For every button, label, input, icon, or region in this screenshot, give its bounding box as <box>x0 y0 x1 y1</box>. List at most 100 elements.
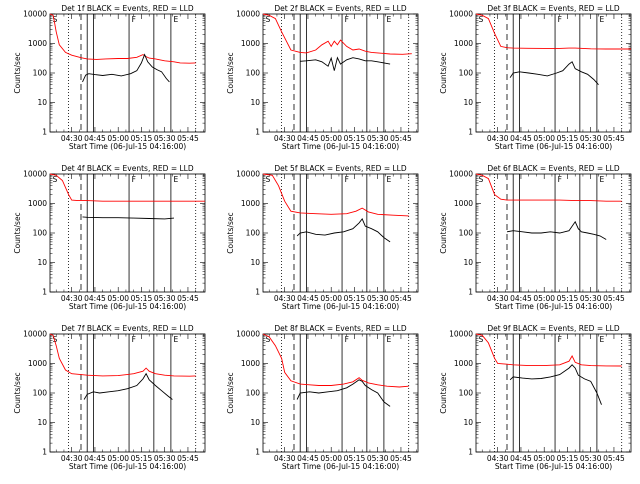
marker-letter: F <box>132 15 136 24</box>
x-tick-label: 05:30 <box>154 294 176 303</box>
lld-series-line <box>49 13 196 64</box>
marker-letter: S <box>53 15 58 24</box>
x-tick-label: 05:15 <box>557 454 579 463</box>
panel-title: Det 4f BLACK = Events, RED = LLD <box>61 164 194 173</box>
x-tick-label: 04:30 <box>274 454 296 463</box>
y-tick-label: 1 <box>468 128 473 137</box>
x-tick-label: 05:45 <box>177 294 199 303</box>
y-tick-label: 1 <box>255 288 260 297</box>
marker-letter: S <box>479 335 484 344</box>
marker-letter: F <box>558 15 562 24</box>
y-tick-label: 100 <box>33 389 48 398</box>
events-series-line <box>83 372 173 400</box>
marker-letter: F <box>132 335 136 344</box>
panel-2: Det 2f BLACK = Events, RED = LLD 1 10 100 10… <box>226 4 419 151</box>
y-axis-label: Counts/sec <box>226 52 235 93</box>
panel-1: Det 1f BLACK = Events, RED = LLD 1 10 100 10… <box>13 4 206 151</box>
x-tick-label: 04:45 <box>297 294 319 303</box>
x-tick-label: 05:00 <box>107 454 129 463</box>
plot-frame <box>49 173 206 293</box>
x-tick-label: 04:45 <box>510 454 532 463</box>
y-tick-label: 10000 <box>449 170 473 179</box>
events-series-line <box>300 56 391 71</box>
y-tick-label: 1000 <box>241 359 260 368</box>
plot-frame <box>475 333 632 453</box>
x-tick-label: 04:45 <box>510 134 532 143</box>
plot-frame <box>49 333 206 453</box>
events-series-line <box>82 216 175 220</box>
x-tick-label: 04:30 <box>274 134 296 143</box>
x-tick-label: 04:45 <box>84 294 106 303</box>
y-tick-label: 10 <box>250 98 260 107</box>
x-tick-label: 04:30 <box>487 294 509 303</box>
y-tick-label: 100 <box>246 389 261 398</box>
y-tick-label: 10000 <box>236 170 260 179</box>
plot-frame <box>262 173 419 293</box>
x-tick-label: 05:15 <box>131 294 153 303</box>
x-tick-label: 05:45 <box>177 134 199 143</box>
y-axis-label: Counts/sec <box>226 372 235 413</box>
x-axis-label: Start Time (06-Jul-15 04:16:00) <box>282 142 399 151</box>
x-tick-label: 05:00 <box>107 134 129 143</box>
y-tick-label: 10000 <box>23 10 47 19</box>
x-tick-label: 05:45 <box>603 294 625 303</box>
x-tick-label: 05:30 <box>367 294 389 303</box>
x-axis-label: Start Time (06-Jul-15 04:16:00) <box>495 142 612 151</box>
panel-title: Det 9f BLACK = Events, RED = LLD <box>487 324 620 333</box>
events-series-line <box>509 364 602 405</box>
y-tick-label: 1000 <box>28 359 47 368</box>
y-axis-label: Counts/sec <box>439 52 448 93</box>
y-tick-label: 1 <box>42 128 47 137</box>
y-tick-label: 1000 <box>241 199 260 208</box>
y-axis-label: Counts/sec <box>13 372 22 413</box>
x-tick-label: 04:30 <box>274 294 296 303</box>
x-axis-label: Start Time (06-Jul-15 04:16:00) <box>282 302 399 311</box>
panel-4: Det 4f BLACK = Events, RED = LLD 1 10 100 10… <box>13 164 206 311</box>
events-series-line <box>506 220 607 240</box>
marker-letter: S <box>479 15 484 24</box>
y-tick-label: 100 <box>33 229 48 238</box>
y-tick-label: 1 <box>468 448 473 457</box>
marker-letter: E <box>599 15 604 24</box>
plot-frame <box>475 13 632 133</box>
y-tick-label: 100 <box>459 229 474 238</box>
y-tick-label: 1 <box>255 128 260 137</box>
x-tick-label: 05:15 <box>557 294 579 303</box>
marker-letter: F <box>558 335 562 344</box>
x-axis-label: Start Time (06-Jul-15 04:16:00) <box>69 302 186 311</box>
marker-letter: S <box>53 335 58 344</box>
y-tick-label: 10 <box>250 258 260 267</box>
x-tick-label: 05:45 <box>390 134 412 143</box>
y-tick-label: 10 <box>37 98 47 107</box>
y-tick-label: 1 <box>468 288 473 297</box>
plot-frame <box>49 13 206 133</box>
y-tick-label: 1 <box>255 448 260 457</box>
lld-series-line <box>262 173 409 217</box>
x-tick-label: 05:15 <box>557 134 579 143</box>
x-tick-label: 05:45 <box>390 454 412 463</box>
marker-letter: F <box>345 335 349 344</box>
x-tick-label: 05:30 <box>580 454 602 463</box>
y-tick-label: 1000 <box>454 359 473 368</box>
events-series-line <box>82 53 170 83</box>
x-tick-label: 04:45 <box>297 454 319 463</box>
panel-title: Det 1f BLACK = Events, RED = LLD <box>61 4 194 13</box>
x-tick-label: 05:15 <box>344 294 366 303</box>
x-tick-label: 04:30 <box>61 454 83 463</box>
events-series-line <box>509 61 599 86</box>
marker-letter: E <box>599 335 604 344</box>
panel-5: Det 5f BLACK = Events, RED = LLD 1 10 100 10… <box>226 164 419 311</box>
x-tick-label: 05:30 <box>580 134 602 143</box>
x-tick-label: 05:00 <box>320 134 342 143</box>
x-tick-label: 05:00 <box>320 454 342 463</box>
marker-letter: S <box>266 335 271 344</box>
x-tick-label: 04:30 <box>487 454 509 463</box>
marker-letter: E <box>386 15 391 24</box>
x-tick-label: 05:00 <box>107 294 129 303</box>
y-axis-label: Counts/sec <box>13 52 22 93</box>
panel-3: Det 3f BLACK = Events, RED = LLD 1 10 100 10… <box>439 4 632 151</box>
y-tick-label: 1000 <box>454 39 473 48</box>
y-tick-label: 10 <box>463 418 473 427</box>
lld-series-line <box>262 333 409 388</box>
